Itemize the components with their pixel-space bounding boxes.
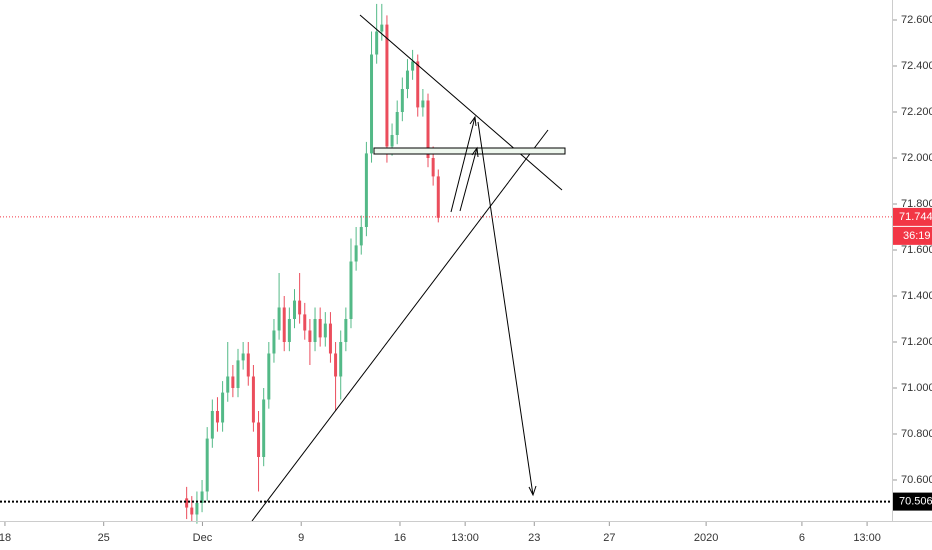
- price-label-box: [893, 492, 932, 511]
- zone-rectangle: [373, 147, 566, 155]
- x-tick-label: 23: [528, 532, 540, 544]
- candle-body: [349, 261, 353, 319]
- x-tick-label: 16: [394, 532, 406, 544]
- candle-body: [426, 100, 430, 159]
- overlay: [0, 216, 892, 503]
- candle-body: [344, 318, 348, 342]
- candle-body: [195, 502, 199, 515]
- candle-body: [436, 176, 440, 218]
- candle-body: [205, 438, 209, 492]
- candle-body: [272, 330, 276, 354]
- y-tick-label: 70.800: [901, 428, 932, 440]
- y-tick-label: 72.600: [901, 14, 932, 26]
- candle-body: [364, 153, 368, 227]
- candle-body: [190, 507, 194, 515]
- arrow: [459, 147, 478, 212]
- candle-body: [390, 135, 394, 147]
- candle-body: [251, 376, 255, 423]
- candle-body: [318, 318, 322, 338]
- x-tick-label: 27: [603, 532, 615, 544]
- candle-body: [236, 360, 240, 388]
- y-tick-label: 71.000: [901, 382, 932, 394]
- candle-body: [395, 112, 399, 136]
- candle-body: [375, 31, 379, 55]
- x-tick-label: 9: [298, 532, 304, 544]
- x-tick-label: 25: [98, 532, 110, 544]
- candle-body: [262, 399, 266, 457]
- candle-body: [339, 341, 343, 377]
- candle-body: [210, 410, 214, 439]
- candle-body: [292, 300, 296, 319]
- candle-body: [185, 498, 189, 508]
- price-label: 71.744: [899, 211, 932, 223]
- y-tick-label: 71.400: [901, 290, 932, 302]
- countdown-box: [893, 226, 932, 245]
- candle-body: [303, 314, 307, 331]
- candle-body: [277, 307, 281, 331]
- candle-body: [416, 61, 420, 108]
- price-label: 70.506: [899, 496, 932, 508]
- y-tick-label: 71.600: [901, 244, 932, 256]
- x-tick-label: Dec: [193, 532, 213, 544]
- candle-body: [267, 353, 271, 400]
- arrow: [450, 116, 476, 213]
- candle-body: [313, 318, 317, 342]
- y-tick-label: 71.800: [901, 198, 932, 210]
- candle-body: [405, 70, 409, 90]
- price-label-box: [893, 207, 932, 226]
- candle-body: [226, 376, 230, 393]
- candle-body: [282, 307, 286, 342]
- candle-body: [287, 318, 291, 342]
- y-tick-label: 72.000: [901, 152, 932, 164]
- arrow-head: [471, 146, 479, 158]
- candle-body: [370, 54, 374, 154]
- arrow: [477, 121, 534, 496]
- candle-body: [354, 245, 358, 262]
- candle-body: [334, 353, 338, 377]
- x-tick-label: 13:00: [451, 532, 479, 544]
- candle-body: [298, 300, 302, 315]
- y-tick-label: 70.600: [901, 474, 932, 486]
- trend-line: [359, 14, 563, 191]
- x-tick-label: 2020: [694, 532, 718, 544]
- y-tick-label: 71.200: [901, 336, 932, 348]
- y-tick-label: 72.200: [901, 106, 932, 118]
- candle-body: [431, 158, 435, 177]
- candle-body: [400, 89, 404, 113]
- candle-body: [308, 330, 312, 342]
- arrow-head: [469, 115, 477, 127]
- countdown-label: 36:19: [903, 230, 931, 242]
- candle-body: [215, 410, 219, 423]
- candle-body: [246, 353, 250, 377]
- candle-body: [221, 392, 225, 423]
- candle-body: [359, 226, 363, 246]
- candle-body: [200, 491, 204, 503]
- candle-body: [323, 323, 327, 338]
- candle-body: [385, 24, 389, 147]
- y-tick-label: 72.400: [901, 60, 932, 72]
- candle-body: [380, 24, 384, 32]
- drawings: [251, 14, 566, 522]
- arrow-head: [528, 485, 537, 497]
- x-tick-label: 13:00: [853, 532, 881, 544]
- x-tick-label: 18: [0, 532, 11, 544]
- candle-body: [257, 422, 261, 457]
- candle-body: [421, 100, 425, 108]
- trend-line: [251, 129, 549, 522]
- candle-body: [241, 353, 245, 361]
- candle-body: [231, 376, 235, 388]
- candle-body: [328, 323, 332, 354]
- x-tick-label: 6: [799, 532, 805, 544]
- candle-body: [411, 61, 415, 71]
